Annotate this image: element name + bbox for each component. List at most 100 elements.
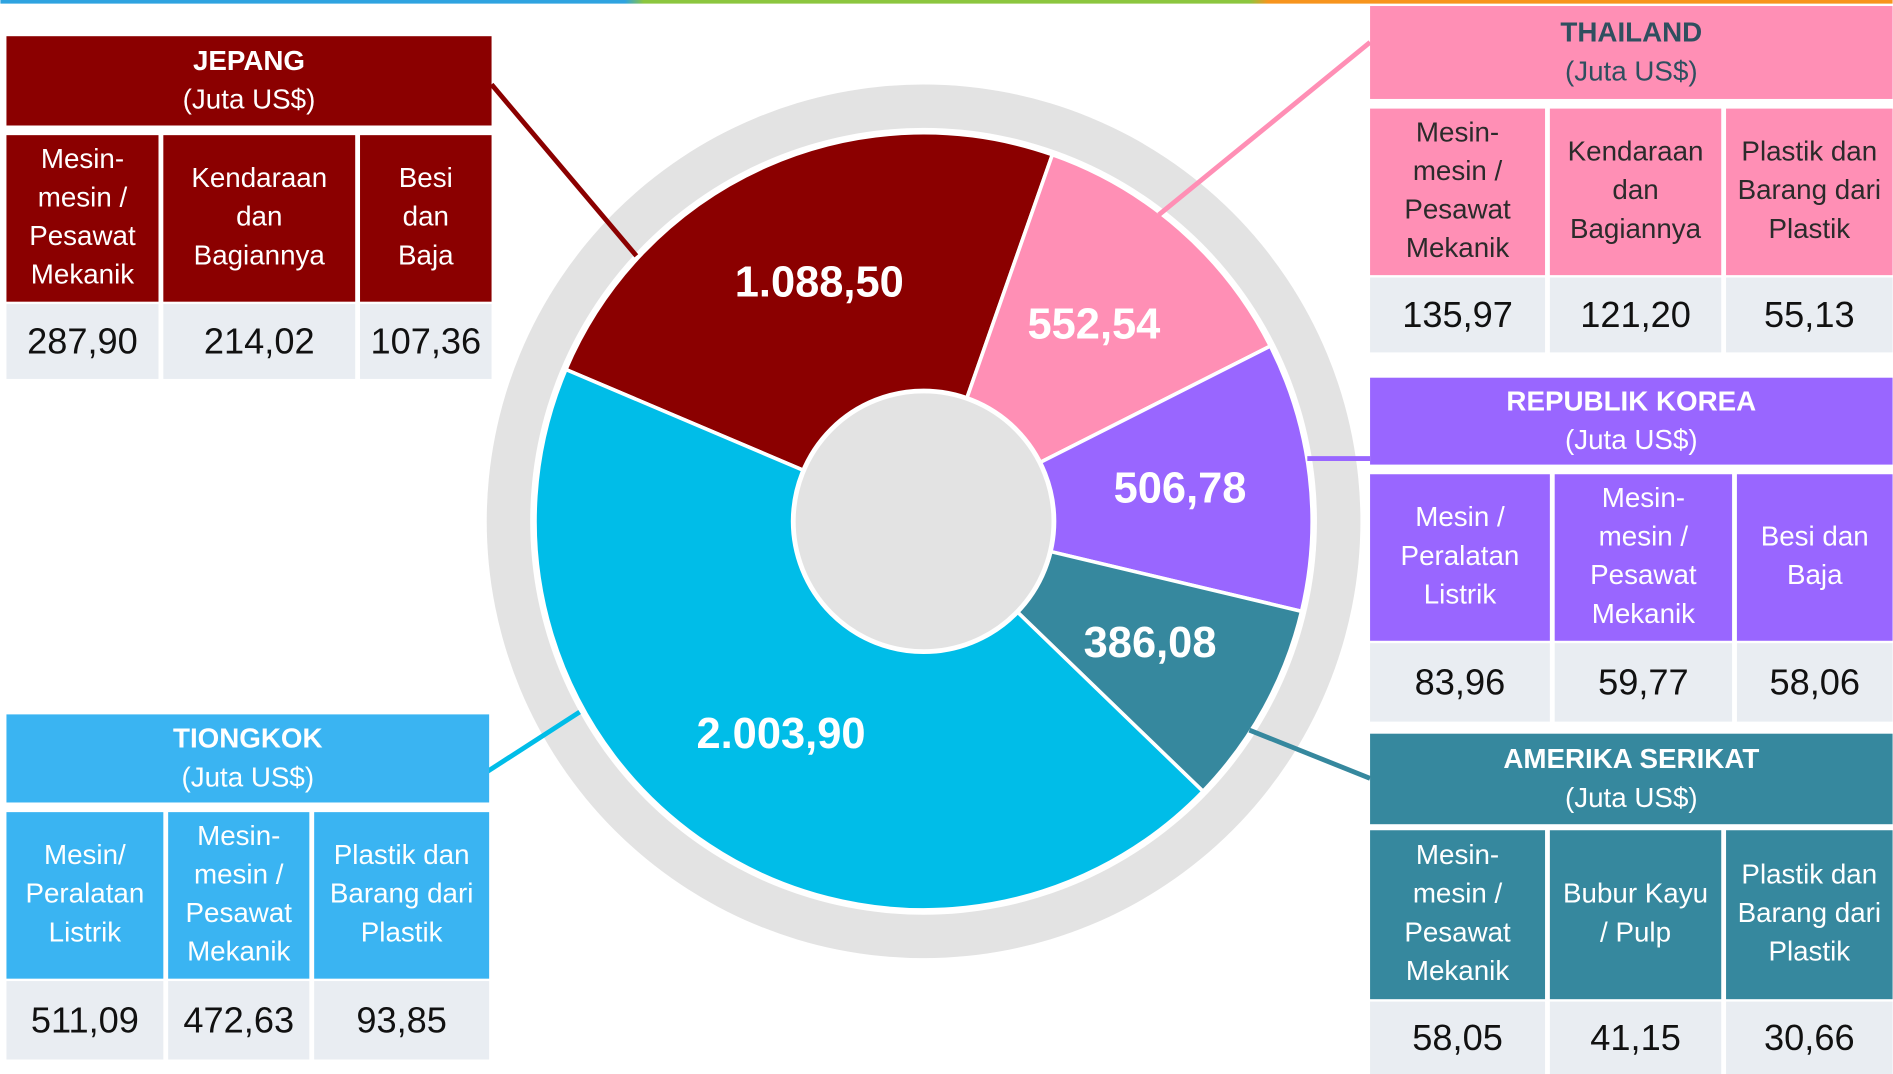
value-cell [1554,643,1733,722]
table-value: 41,15 [1590,1017,1681,1058]
header-text: Peralatan [25,878,144,909]
value-label: 1.088,50 [735,259,904,307]
connector [1248,727,1371,781]
table-title: JEPANG [193,45,305,76]
table-value: 511,09 [31,999,139,1040]
table: THAILAND (Juta US$) Mesin-mesin / Pesawat Me… [1370,6,1893,353]
value-cell [1549,1001,1722,1074]
header-cell [6,812,164,979]
tables: JEPANG (Juta US$) Mesin-mesin / Pesawat Meka… [6,6,1893,1074]
value-label: 2.003,90 [696,710,865,758]
header-text: Besi dan [1761,521,1869,552]
table: TIONGKOK (Juta US$) Mesin/Peralatan Listrik… [6,714,490,1060]
header-text: Baja [398,239,454,270]
table-value: 287,90 [27,320,138,361]
table-unit: (Juta US$) [181,761,314,792]
header-text: mesin / [38,181,128,212]
header-cell [314,812,490,979]
value-cell [1370,1001,1546,1074]
header-text: Pesawat [1404,916,1511,947]
header-cell [1736,474,1893,641]
header-text: Peralatan [1401,540,1520,571]
header-text: Barang dari [1738,897,1881,928]
value-cell [1726,1001,1893,1074]
header-text: Mekanik [31,259,134,290]
header-cell [1370,108,1546,276]
value-cell [314,981,490,1060]
header-text: Pesawat [186,897,293,928]
table-value: 30,66 [1764,1017,1855,1058]
header-cell [1726,108,1893,276]
value-cell [1370,277,1546,353]
table-value: 58,06 [1769,661,1860,702]
value-label: 506,78 [1114,465,1247,513]
header-text: Plastik [1768,936,1850,967]
header-cell [360,135,492,302]
connector [1157,40,1372,217]
header-text: Bagiannya [1570,213,1702,244]
value-cell [163,304,356,379]
value-cell [1549,277,1722,353]
value-cell [1726,277,1893,353]
table: JEPANG (Juta US$) Mesin-mesin / Pesawat Meka… [6,36,492,379]
header-text: Mesin- [197,820,280,851]
table-unit: (Juta US$) [1565,424,1698,455]
table-value: 214,02 [204,320,315,361]
table: AMERIKA SERIKAT (Juta US$) Mesin-mesin / Pe… [1370,733,1893,1074]
header-cell [6,135,159,302]
header-text: Barang dari [1738,174,1881,205]
header-text: dan [403,201,449,232]
header-text: dan [1612,174,1658,205]
header-text: Pesawat [1590,559,1697,590]
header-text: Mesin / [1415,501,1505,532]
table-title-bg [6,714,490,803]
value-cell [360,304,492,379]
donut-hole [790,388,1057,655]
header-text: dan [236,201,282,232]
top-strip [0,0,1893,4]
header-text: Mekanik [1406,955,1509,986]
table-title-bg [1370,377,1893,465]
table-value: 59,77 [1598,661,1689,702]
header-cell [163,135,356,302]
header-text: Besi [399,162,453,193]
header-cell [1370,474,1550,641]
table-title: REPUBLIK KOREA [1506,385,1756,416]
value-label: 552,54 [1027,301,1160,349]
table-title: AMERIKA SERIKAT [1503,743,1759,774]
header-cell [168,812,310,979]
table-value: 83,96 [1415,661,1506,702]
table-value: 55,13 [1764,294,1855,335]
header-text: Barang dari [330,878,473,909]
header-cell [1549,108,1722,276]
header-text: Mesin/ [44,839,126,870]
header-text: Mesin- [1416,839,1499,870]
header-cell [1370,830,1546,1000]
header-text: Baja [1787,559,1843,590]
header-text: Kendaraan [1568,136,1704,167]
value-cell [6,304,159,379]
value-cell [1736,643,1893,722]
header-text: / Pulp [1600,916,1671,947]
header-cell [1549,830,1722,1000]
table-value: 121,20 [1580,294,1691,335]
header-text: Bagiannya [194,239,326,270]
table-title-bg [1370,6,1893,99]
header-text: Plastik dan [1741,858,1877,889]
header-text: Mesin- [1416,116,1499,147]
value-cell [168,981,310,1060]
slice [918,343,1314,614]
header-text: Mekanik [187,936,290,967]
value-cell [6,981,164,1060]
header-text: Pesawat [1404,194,1511,225]
header-text: mesin / [1413,155,1503,186]
table-title-bg [1370,733,1893,825]
header-text: Listrik [1424,578,1497,609]
table-unit: (Juta US$) [1565,782,1698,813]
header-text: Plastik [361,916,443,947]
header-text: mesin / [194,858,284,889]
header-cell [1726,830,1893,1000]
header-text: Plastik dan [1741,136,1877,167]
